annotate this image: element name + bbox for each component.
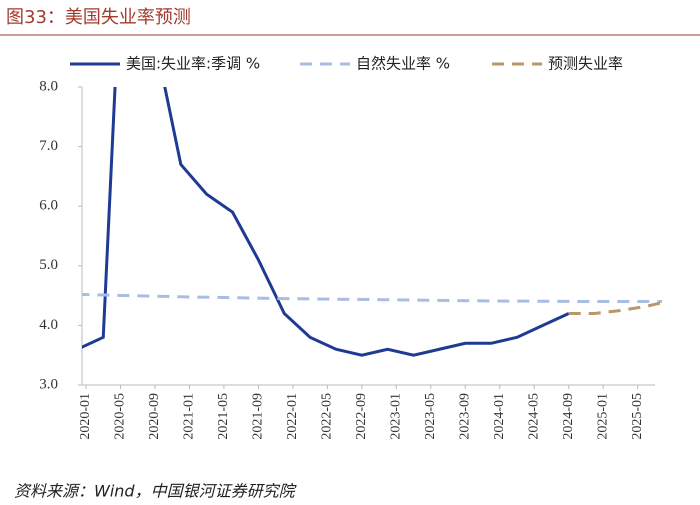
legend-label: 美国:失业率:季调 % xyxy=(126,55,260,73)
x-tick-label: 2021-09 xyxy=(251,393,266,440)
legend-label: 自然失业率 % xyxy=(356,55,450,73)
plot-area xyxy=(82,87,662,357)
y-tick-label: 5.0 xyxy=(39,257,58,273)
x-tick-label: 2020-01 xyxy=(78,393,93,440)
x-tick-label: 2024-01 xyxy=(492,393,507,440)
x-tick-label: 2022-05 xyxy=(320,393,335,440)
x-tick-label: 2022-01 xyxy=(285,393,300,440)
y-tick-label: 3.0 xyxy=(39,376,58,392)
x-tick-label: 2021-01 xyxy=(182,393,197,440)
source-note: 资料来源：Wind，中国银河证券研究院 xyxy=(14,482,298,501)
x-tick-label: 2020-05 xyxy=(113,393,128,440)
x-tick-label: 2025-01 xyxy=(595,393,610,440)
chart-title: 图33：美国失业率预测 xyxy=(6,7,191,28)
line-series xyxy=(82,87,570,357)
x-tick-label: 2024-05 xyxy=(526,393,541,440)
x-tick-label: 2023-09 xyxy=(457,393,472,440)
x-tick-label: 2025-05 xyxy=(630,393,645,440)
x-tick-label: 2023-05 xyxy=(423,393,438,440)
legend-label: 预测失业率 xyxy=(548,55,623,73)
y-tick-label: 8.0 xyxy=(39,78,58,94)
x-tick-label: 2024-09 xyxy=(561,393,576,440)
y-tick-label: 4.0 xyxy=(39,317,58,333)
x-tick-label: 2020-09 xyxy=(147,393,162,440)
y-tick-label: 7.0 xyxy=(39,138,58,154)
x-tick-label: 2022-09 xyxy=(354,393,369,440)
y-tick-label: 6.0 xyxy=(39,198,58,214)
x-tick-label: 2023-01 xyxy=(389,393,404,440)
line-series xyxy=(82,293,662,304)
line-series xyxy=(568,301,662,315)
x-tick-label: 2021-05 xyxy=(216,393,231,440)
